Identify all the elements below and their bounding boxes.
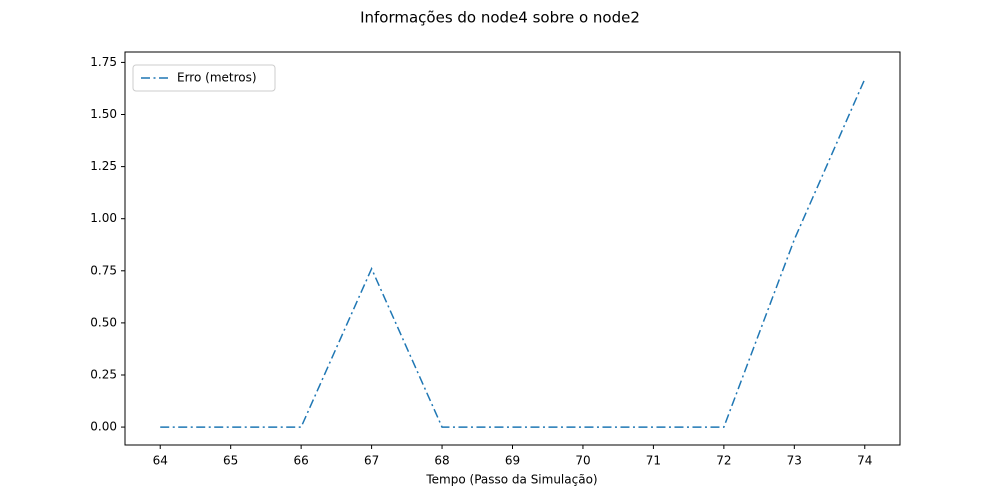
y-tick-label: 1.75: [90, 55, 117, 69]
line: [160, 78, 866, 428]
x-tick-label: 71: [646, 454, 661, 468]
y-tick-label: 0.25: [90, 367, 117, 381]
plot-frame: [124, 51, 901, 446]
x-tick-label: 68: [434, 454, 449, 468]
legend-label: Erro (metros): [177, 71, 257, 85]
y-tick-label: 0.50: [90, 315, 117, 329]
x-tick-label: 64: [153, 454, 168, 468]
y-tick-label: 1.25: [90, 159, 117, 173]
x-tick-label: 67: [364, 454, 379, 468]
x-axis-label: Tempo (Passo da Simulação): [425, 473, 597, 487]
y-tick-label: 1.00: [90, 211, 117, 225]
y-tick-label: 1.50: [90, 107, 117, 121]
x-tick-label: 74: [857, 454, 872, 468]
x-tick-label: 66: [293, 454, 308, 468]
y-tick-label: 0.00: [90, 420, 117, 434]
x-tick-label: 65: [223, 454, 238, 468]
x-tick-label: 72: [716, 454, 731, 468]
x-tick-label: 69: [505, 454, 520, 468]
y-tick-label: 0.75: [90, 263, 117, 277]
legend-box: [132, 64, 276, 92]
chart-title: Informações do node4 sobre o node2: [360, 9, 640, 27]
x-tick-label: 70: [575, 454, 590, 468]
x-tick-label: 73: [787, 454, 802, 468]
